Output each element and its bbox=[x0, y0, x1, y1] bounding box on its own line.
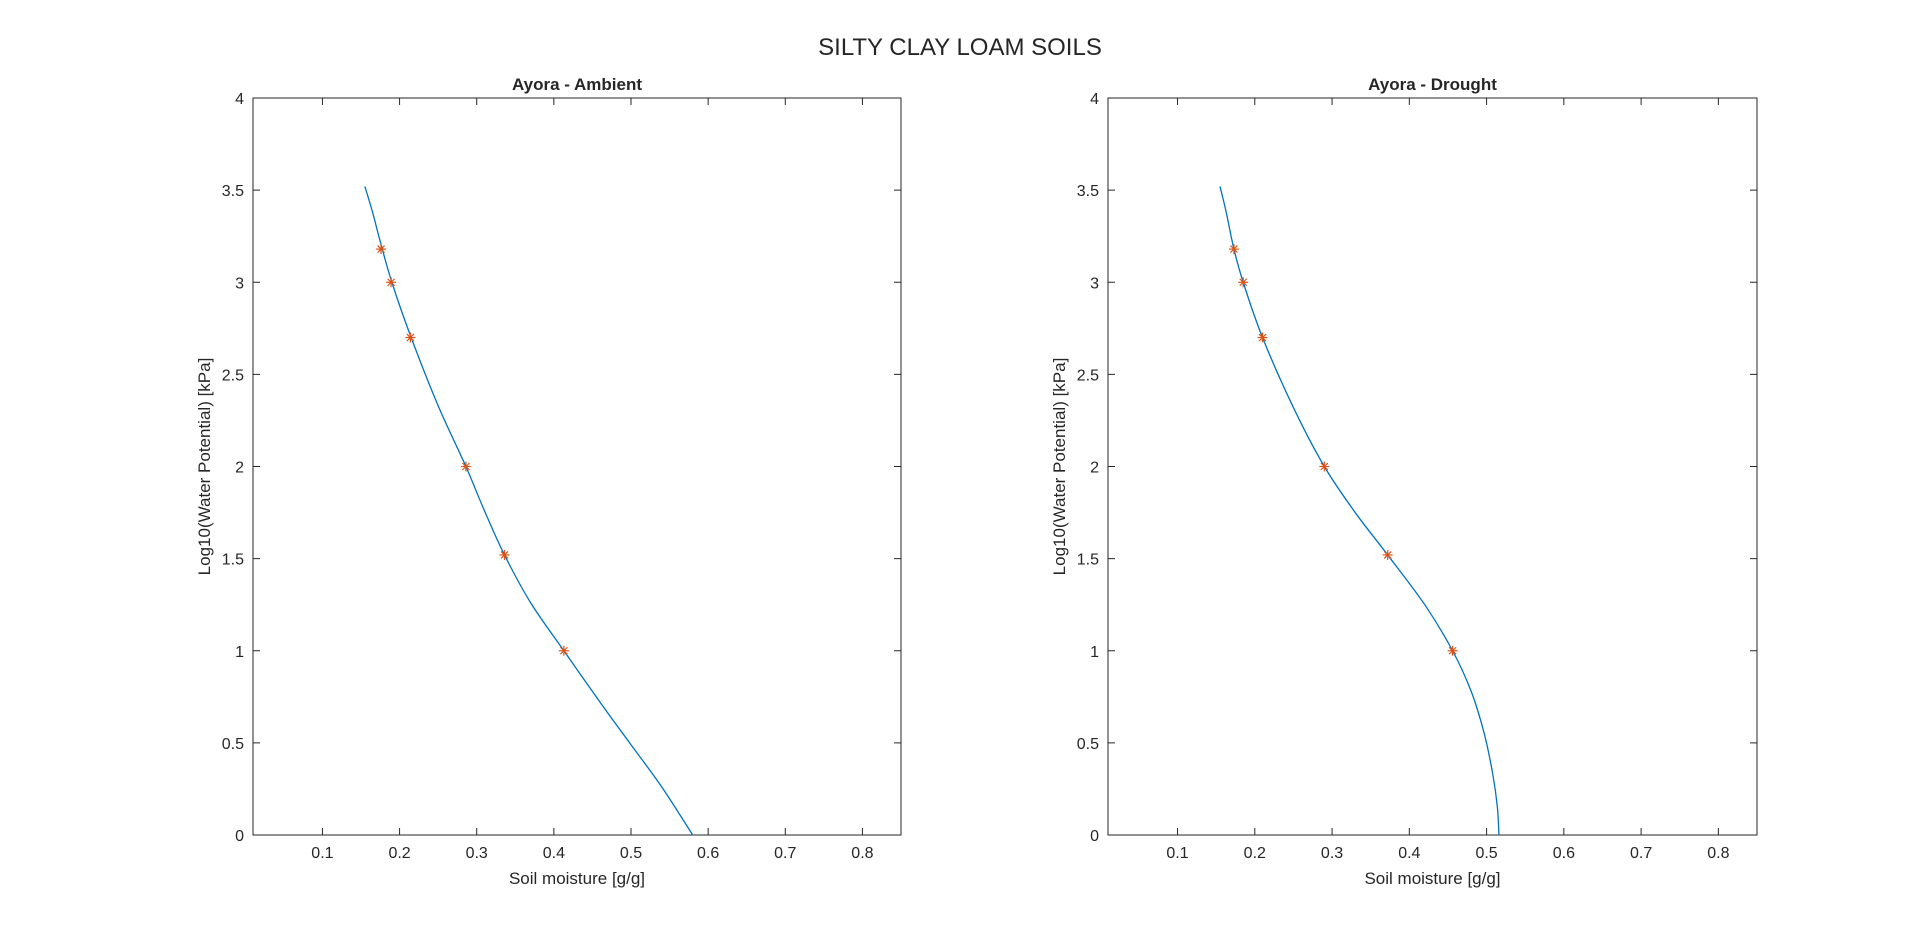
data-point bbox=[405, 332, 416, 343]
data-point bbox=[1228, 244, 1239, 255]
y-tick-label: 0.5 bbox=[1077, 736, 1099, 753]
x-tick-label: 0.6 bbox=[1553, 845, 1575, 862]
y-tick-label: 1.5 bbox=[222, 552, 244, 569]
x-tick-label: 0.6 bbox=[697, 845, 719, 862]
y-tick-label: 2.5 bbox=[1077, 367, 1099, 384]
x-tick-label: 0.2 bbox=[1244, 845, 1266, 862]
y-tick-label: 2 bbox=[235, 460, 244, 477]
x-tick-label: 0.7 bbox=[1630, 845, 1652, 862]
y-tick-label: 2.5 bbox=[222, 367, 244, 384]
x-tick-label: 0.8 bbox=[851, 845, 873, 862]
data-point bbox=[1447, 645, 1458, 656]
x-tick-label: 0.1 bbox=[1166, 845, 1188, 862]
data-point bbox=[1319, 461, 1330, 472]
y-tick-label: 1 bbox=[1090, 644, 1099, 661]
x-tick-label: 0.3 bbox=[466, 845, 488, 862]
data-point bbox=[460, 461, 471, 472]
y-tick-label: 3 bbox=[1090, 275, 1099, 292]
y-axis-label: Log10(Water Potential) [kPa] bbox=[195, 358, 214, 576]
x-tick-label: 0.8 bbox=[1707, 845, 1729, 862]
subplot-title: Ayora - Ambient bbox=[512, 75, 642, 94]
x-tick-label: 0.1 bbox=[311, 845, 333, 862]
y-tick-label: 4 bbox=[235, 91, 244, 108]
y-tick-label: 0.5 bbox=[222, 736, 244, 753]
y-tick-label: 4 bbox=[1090, 91, 1099, 108]
subplot-ambient: 0.1 0.2 0.3 0.4 0.5 0.6 0.7 0.8 0 0.5 1 1.5 2 2.5 3 3.5… bbox=[195, 75, 902, 888]
data-point bbox=[499, 549, 510, 560]
plot-frame bbox=[252, 97, 902, 836]
x-tick-label: 0.3 bbox=[1321, 845, 1343, 862]
y-tick-label: 0 bbox=[235, 828, 244, 845]
fit-curve bbox=[364, 186, 694, 836]
x-tick-label: 0.5 bbox=[1475, 845, 1497, 862]
data-point bbox=[1382, 549, 1393, 560]
y-tick-label: 2 bbox=[1090, 460, 1099, 477]
data-point bbox=[386, 277, 397, 288]
x-tick-label: 0.5 bbox=[620, 845, 642, 862]
subplot-drought: 0.1 0.2 0.3 0.4 0.5 0.6 0.7 0.8 0 0.5 1 1.5 2 2.5 3 3.5… bbox=[1050, 75, 1758, 888]
plot-frame bbox=[1107, 97, 1758, 836]
figure-title: SILTY CLAY LOAM SOILS bbox=[818, 34, 1102, 61]
fit-curve bbox=[1219, 186, 1500, 836]
x-tick-label: 0.4 bbox=[543, 845, 565, 862]
data-point bbox=[1238, 277, 1249, 288]
data-point bbox=[1257, 332, 1268, 343]
x-axis-label: Soil moisture [g/g] bbox=[1364, 869, 1500, 888]
y-tick-label: 3.5 bbox=[1077, 183, 1099, 200]
x-axis-label: Soil moisture [g/g] bbox=[509, 869, 645, 888]
y-tick-label: 1 bbox=[235, 644, 244, 661]
y-tick-label: 3.5 bbox=[222, 183, 244, 200]
data-point bbox=[558, 645, 569, 656]
y-axis-label: Log10(Water Potential) [kPa] bbox=[1050, 358, 1069, 576]
y-tick-label: 3 bbox=[235, 275, 244, 292]
x-tick-label: 0.7 bbox=[774, 845, 796, 862]
data-point bbox=[376, 244, 387, 255]
y-tick-label: 0 bbox=[1090, 828, 1099, 845]
subplot-title: Ayora - Drought bbox=[1368, 75, 1497, 94]
x-tick-label: 0.4 bbox=[1398, 845, 1420, 862]
y-tick-label: 1.5 bbox=[1077, 552, 1099, 569]
x-tick-label: 0.2 bbox=[388, 845, 410, 862]
